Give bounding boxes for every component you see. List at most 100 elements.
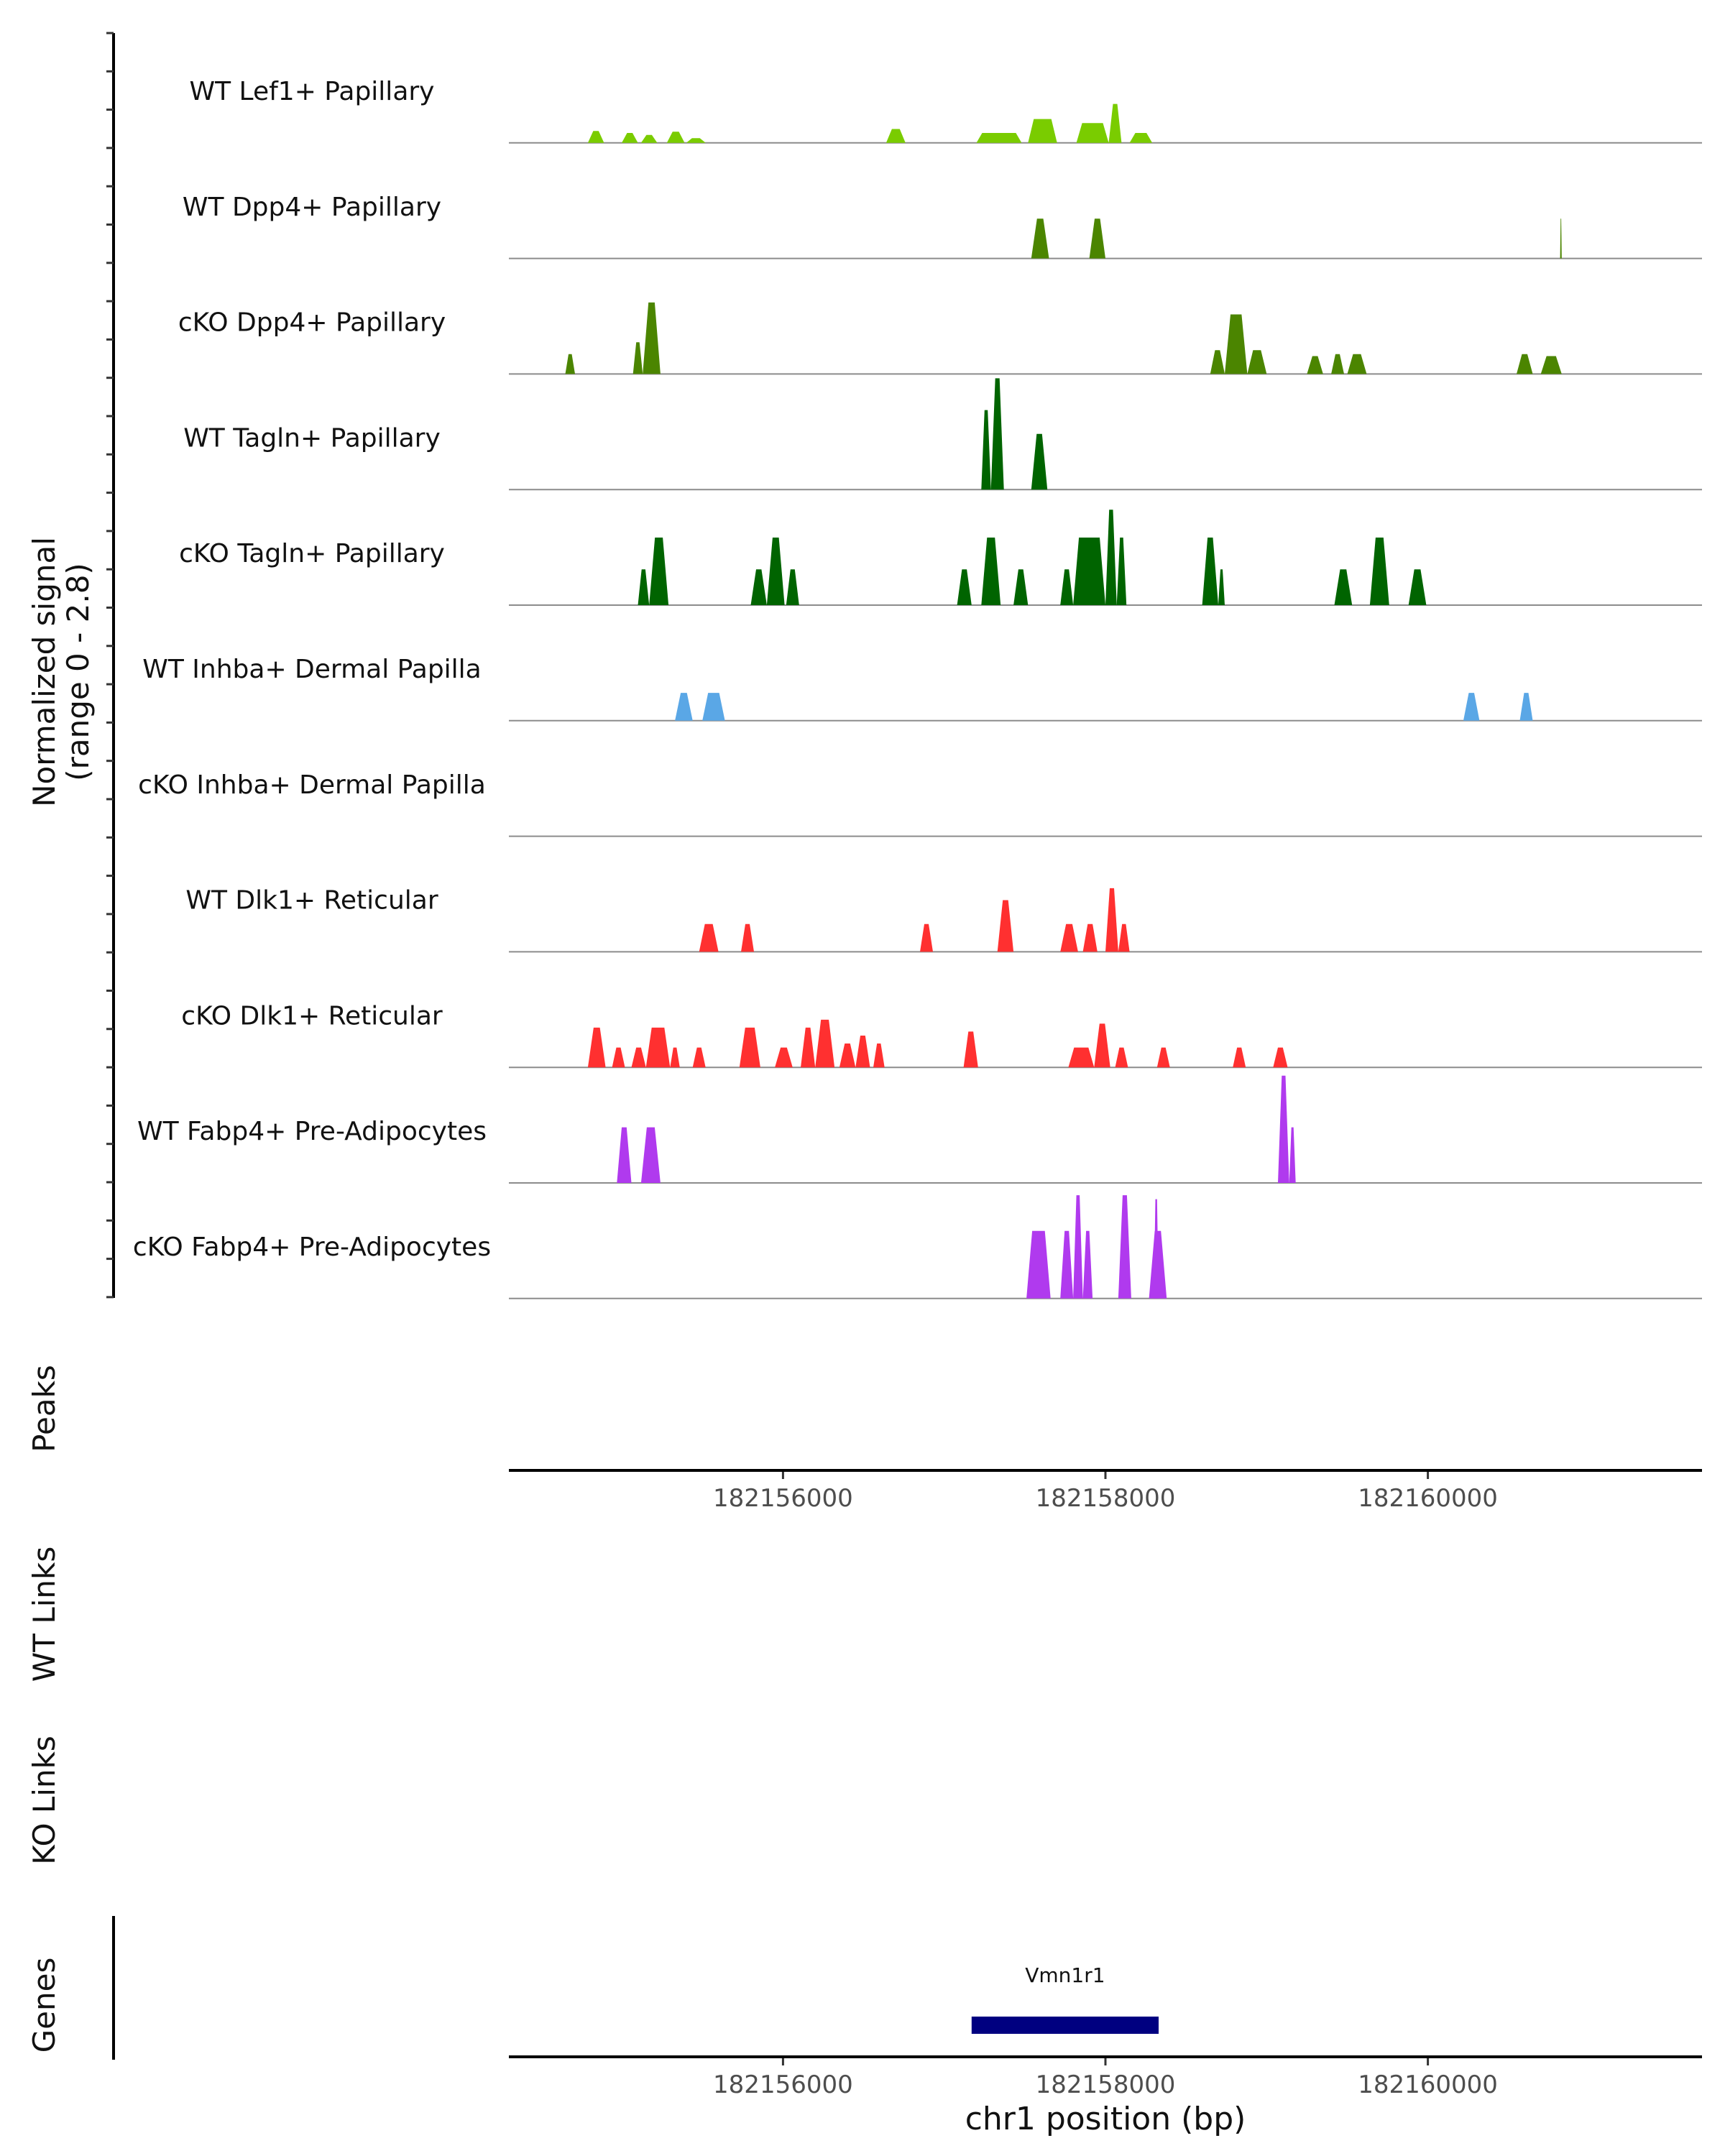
coverage-peak <box>839 1044 856 1068</box>
track-label: WT Lef1+ Papillary <box>190 77 435 106</box>
coverage-peak <box>1463 693 1480 721</box>
peaks-x-axis: 182156000 182158000 182160000 <box>713 1472 1498 1513</box>
coverage-peak <box>1082 923 1098 952</box>
track: WT Inhba+ Dermal Papilla <box>142 655 1702 722</box>
x-axis-title: chr1 position (bp) <box>965 2101 1246 2137</box>
track-label: WT Dlk1+ Reticular <box>185 886 438 916</box>
coverage-peak <box>617 1127 632 1183</box>
coverage-peak <box>640 134 658 143</box>
genes-section-label: Genes <box>27 1958 62 2053</box>
coverage-peak <box>1094 1023 1110 1068</box>
coverage-peak <box>622 133 638 143</box>
coverage-peak <box>1073 538 1105 605</box>
coverage-peak <box>990 378 1004 490</box>
track-label: cKO Fabp4+ Pre-Adipocytes <box>133 1233 491 1262</box>
coverage-peak <box>1202 538 1218 605</box>
coverage-peak <box>739 1027 760 1068</box>
coverage-peak <box>1026 1230 1051 1299</box>
x-tick-label: 182158000 <box>1036 1484 1176 1513</box>
coverage-tracks: WT Lef1+ Papillary WT Dpp4+ Papillary cKO … <box>133 77 1702 1299</box>
track: WT Dlk1+ Reticular <box>185 886 1702 953</box>
coverage-peak <box>1156 1047 1170 1068</box>
coverage-peak <box>1068 1047 1095 1068</box>
coverage-peak <box>1013 569 1029 605</box>
track: WT Dpp4+ Papillary <box>183 193 1702 259</box>
coverage-peak <box>1247 350 1267 374</box>
coverage-peak <box>981 538 1001 605</box>
coverage-peak <box>702 693 725 721</box>
coverage-peak <box>587 131 604 143</box>
track-label: cKO Tagln+ Papillary <box>179 539 445 568</box>
track: WT Lef1+ Papillary <box>190 77 1702 144</box>
coverage-peak <box>612 1047 625 1068</box>
track: cKO Dpp4+ Papillary <box>178 302 1702 375</box>
coverage-peak <box>1517 354 1533 374</box>
track-label: WT Tagln+ Papillary <box>183 423 441 453</box>
coverage-peak <box>645 1027 671 1068</box>
track: cKO Inhba+ Dermal Papilla <box>138 770 1702 837</box>
track-label: cKO Inhba+ Dermal Papilla <box>138 770 486 800</box>
coverage-peak <box>963 1031 978 1068</box>
genes-x-axis: 182156000 182158000 182160000 <box>713 2058 1498 2099</box>
track-label: cKO Dpp4+ Papillary <box>178 308 446 338</box>
coverage-peak <box>1105 888 1118 952</box>
coverage-peak <box>692 1047 706 1068</box>
coverage-peak <box>1105 510 1117 605</box>
coverage-peak <box>1154 1199 1159 1299</box>
track: cKO Tagln+ Papillary <box>179 510 1702 606</box>
coverage-peak <box>1108 103 1122 143</box>
track: WT Tagln+ Papillary <box>183 378 1702 491</box>
coverage-peak <box>976 133 1022 143</box>
coverage-y-label-range: (range 0 - 2.8) <box>60 563 96 781</box>
coverage-peak <box>565 354 575 374</box>
coverage-peak <box>1060 1230 1074 1299</box>
x-tick-label: 182160000 <box>1358 2070 1498 2099</box>
coverage-peak <box>741 923 754 952</box>
coverage-peak <box>1540 356 1562 374</box>
coverage-peak <box>640 1127 661 1183</box>
coverage-peak <box>1116 538 1127 605</box>
track: WT Fabp4+ Pre-Adipocytes <box>137 1075 1702 1184</box>
gene-annotations: Vmn1r1 <box>971 1963 1159 2034</box>
coverage-peak <box>643 302 661 374</box>
coverage-y-ticks <box>106 32 114 1299</box>
x-tick-label: 182160000 <box>1358 1484 1498 1513</box>
coverage-peak <box>1560 218 1562 259</box>
coverage-peak <box>1129 133 1153 143</box>
gene-body <box>971 2017 1159 2034</box>
coverage-peak <box>1369 538 1389 605</box>
coverage-peak <box>775 1047 793 1068</box>
coverage-peak <box>1334 569 1353 605</box>
coverage-peak <box>786 569 799 605</box>
track-label: WT Dpp4+ Papillary <box>183 193 441 222</box>
coverage-peak <box>631 1047 646 1068</box>
coverage-peak <box>632 342 643 374</box>
coverage-peak <box>1115 1047 1128 1068</box>
coverage-peak <box>1307 356 1323 374</box>
track: cKO Fabp4+ Pre-Adipocytes <box>133 1195 1702 1299</box>
coverage-peak <box>981 410 991 490</box>
coverage-peak <box>1076 123 1109 143</box>
peaks-section-label: Peaks <box>27 1365 62 1452</box>
coverage-peak <box>1082 1230 1093 1299</box>
coverage-peak <box>1060 923 1078 952</box>
track-label: WT Fabp4+ Pre-Adipocytes <box>137 1117 487 1146</box>
coverage-peak <box>1233 1047 1246 1068</box>
ko-links-section-label: KO Links <box>27 1736 62 1865</box>
coverage-peak <box>666 132 685 143</box>
coverage-peak <box>699 923 719 952</box>
coverage-peak <box>920 923 933 952</box>
track-label: WT Inhba+ Dermal Papilla <box>142 655 481 684</box>
gene-label: Vmn1r1 <box>1025 1963 1105 1987</box>
coverage-peak <box>1031 218 1049 259</box>
coverage-peak <box>686 138 706 143</box>
coverage-peak <box>638 569 650 605</box>
x-tick-label: 182158000 <box>1036 2070 1176 2099</box>
coverage-peak <box>801 1027 816 1068</box>
coverage-peak <box>1060 569 1074 605</box>
coverage-peak <box>873 1044 885 1068</box>
coverage-peak <box>1118 923 1130 952</box>
coverage-peak <box>587 1027 606 1068</box>
wt-links-section-label: WT Links <box>27 1547 62 1682</box>
